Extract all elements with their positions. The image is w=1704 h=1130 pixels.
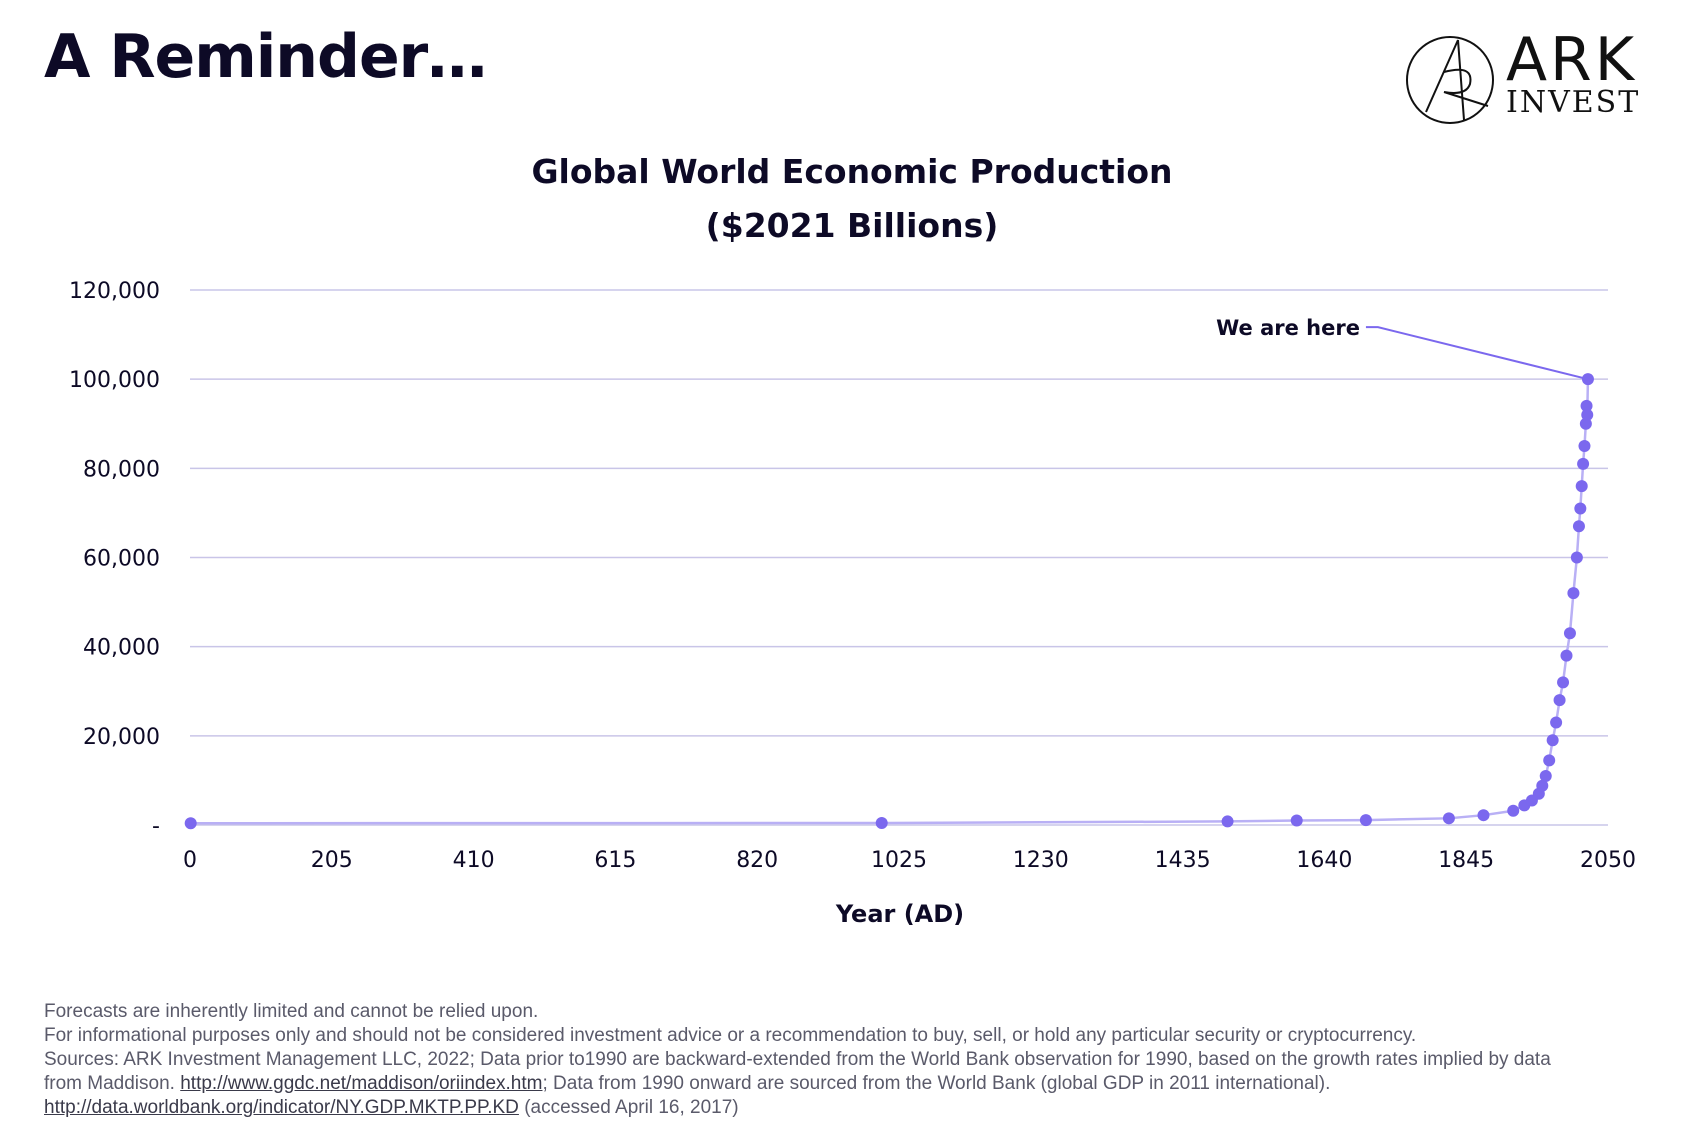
data-point: [184, 817, 197, 830]
x-tick-label: 0: [183, 848, 197, 873]
data-point: [1560, 649, 1573, 662]
footer-line-1: Forecasts are inherently limited and can…: [44, 1001, 539, 1022]
y-tick-label: 60,000: [83, 547, 160, 572]
x-axis-label: Year (AD): [835, 900, 964, 928]
data-point: [875, 816, 888, 829]
data-point: [1546, 734, 1559, 747]
chart-title: Global World Economic Production: [531, 152, 1173, 191]
data-point: [1570, 551, 1583, 564]
data-point: [1557, 676, 1570, 689]
x-tick-label: 615: [594, 848, 636, 873]
x-tick-label: 410: [453, 848, 495, 873]
data-point: [1536, 779, 1549, 792]
annotation-leader-line: [1365, 326, 1589, 381]
footer-line-4-prefix: from Maddison.: [44, 1073, 181, 1094]
maddison-link[interactable]: http://www.ggdc.net/maddison/oriindex.ht…: [180, 1073, 543, 1094]
data-point: [1579, 417, 1592, 430]
y-tick-label: 80,000: [83, 457, 160, 482]
data-point: [1575, 480, 1588, 493]
page-title: A Reminder…: [44, 22, 487, 92]
data-point: [1577, 457, 1590, 470]
y-tick-label: -: [152, 814, 160, 839]
data-point: [1574, 502, 1587, 515]
data-point: [1359, 814, 1372, 827]
x-tick-label: 2050: [1580, 848, 1636, 873]
data-point: [1550, 716, 1563, 729]
x-tick-label: 1845: [1438, 848, 1494, 873]
logo-ark-text: ARK: [1506, 25, 1638, 95]
data-point: [1553, 694, 1566, 707]
data-point: [1578, 440, 1591, 453]
x-tick-label: 1230: [1013, 848, 1069, 873]
data-point: [1507, 804, 1520, 817]
footer-line-5-suffix: (accessed April 16, 2017): [518, 1097, 739, 1118]
footer-line-4-suffix: ; Data from 1990 onward are sourced from…: [542, 1073, 1331, 1094]
data-point: [1543, 754, 1556, 767]
footer-disclaimer: Forecasts are inherently limited and can…: [44, 1000, 1684, 1120]
annotation-label: We are here: [1216, 316, 1360, 340]
worldbank-link[interactable]: http://data.worldbank.org/indicator/NY.G…: [44, 1097, 519, 1118]
data-point: [1572, 520, 1585, 533]
ark-logo-mark-icon: [1406, 36, 1494, 124]
y-tick-label: 100,000: [69, 368, 160, 393]
x-tick-label: 1435: [1155, 848, 1211, 873]
footer-line-5: http://data.worldbank.org/indicator/NY.G…: [44, 1096, 1684, 1120]
data-point: [1221, 815, 1234, 828]
y-tick-label: 40,000: [83, 636, 160, 661]
data-point: [1563, 627, 1576, 640]
y-tick-label: 120,000: [69, 279, 160, 304]
gdp-scatter-chart: - 20,000 40,000 60,000 80,000 100,000 120,000 0…: [69, 279, 1636, 928]
y-tick-label: 20,000: [83, 725, 160, 750]
x-tick-label: 205: [311, 848, 353, 873]
chart-subtitle: ($2021 Billions): [705, 206, 999, 245]
footer-line-3: Sources: ARK Investment Management LLC, …: [44, 1049, 1551, 1070]
x-tick-label: 1640: [1296, 848, 1352, 873]
ark-invest-logo: ARK INVEST: [1404, 30, 1638, 124]
data-point: [1477, 809, 1490, 822]
footer-line-2: For informational purposes only and shou…: [44, 1025, 1417, 1046]
data-point: [1581, 408, 1594, 421]
logo-invest-text: INVEST: [1506, 85, 1641, 120]
x-tick-label: 820: [736, 848, 778, 873]
series-line: [190, 379, 1590, 825]
data-point: [1290, 814, 1303, 827]
data-point: [1442, 812, 1455, 825]
data-point: [1539, 769, 1552, 782]
footer-line-4: from Maddison. http://www.ggdc.net/maddi…: [44, 1072, 1684, 1096]
data-point: [1567, 587, 1580, 600]
x-tick-label: 1025: [871, 848, 927, 873]
data-point: [1580, 399, 1593, 412]
